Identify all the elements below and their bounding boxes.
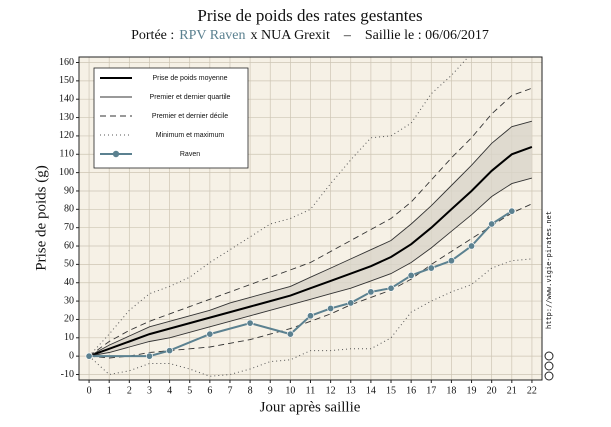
subtitle-prefix: Portée : (131, 28, 174, 43)
x-tick-label: 9 (268, 385, 273, 396)
y-tick-label: 140 (59, 94, 74, 105)
plot-lines (85, 57, 533, 377)
legend-marker (112, 150, 120, 158)
x-tick-label: 7 (227, 385, 232, 396)
data-point (427, 264, 435, 272)
series-lower (88, 258, 532, 377)
legend-box (93, 67, 249, 169)
x-tick-label: 5 (187, 385, 192, 396)
x-tick-label: 19 (467, 385, 477, 396)
x-tick-label: 0 (87, 385, 92, 396)
x-axis-label: Jour après saillie (260, 399, 361, 415)
subtitle-litter: RPV Raven (179, 28, 245, 43)
x-tick-label: 14 (366, 385, 376, 396)
y-tick-label: 20 (64, 314, 74, 325)
y-tick-label: 0 (69, 350, 74, 361)
x-tick-label: 11 (306, 385, 316, 396)
series-upper (88, 120, 533, 357)
series-upper (88, 57, 469, 357)
data-point (85, 352, 93, 360)
data-point (327, 304, 335, 312)
legend-label: Prise de poids moyenne (152, 75, 227, 82)
y-tick-label: 120 (59, 130, 74, 141)
x-tick-label: 6 (207, 385, 212, 396)
legend-label: Premier et dernier quartile (150, 94, 231, 101)
subtitle-separator: – (343, 28, 352, 43)
side-note: http://www.vigie-pirates.net (545, 211, 553, 329)
plot-frame (78, 56, 543, 381)
x-tick-label: 8 (248, 385, 253, 396)
y-tick-label: 30 (64, 295, 74, 306)
x-tick-label: 2 (127, 385, 132, 396)
x-tick-label: 22 (527, 385, 537, 396)
y-tick-label: 70 (64, 222, 74, 233)
y-tick-label: 150 (59, 75, 74, 86)
y-tick-label: 130 (59, 112, 74, 123)
legend-label: Premier et dernier décile (152, 113, 228, 120)
data-point (468, 242, 476, 250)
chart-title: Prise de poids des rates gestantes (197, 6, 422, 25)
data-point (488, 220, 496, 228)
data-point (387, 284, 395, 292)
data-point (407, 271, 415, 279)
y-tick-label: 40 (64, 277, 74, 288)
data-point (347, 299, 355, 307)
x-tick-label: 10 (285, 385, 295, 396)
x-tick-label: 21 (507, 385, 517, 396)
data-point (286, 330, 294, 338)
x-tick-label: 1 (107, 385, 112, 396)
y-tick-label: 110 (59, 149, 74, 160)
y-tick-label: 50 (64, 259, 74, 270)
x-tick-label: 15 (386, 385, 396, 396)
y-tick-label: 100 (59, 167, 74, 178)
x-tick-label: 4 (167, 385, 172, 396)
data-point (166, 347, 174, 355)
series-lower (89, 203, 533, 359)
license-icons (544, 351, 554, 381)
chart-subtitle: Portée : RPV Raven x NUA Grexit – Saillie le… (131, 28, 489, 43)
data-point (206, 330, 214, 338)
data-point (145, 352, 153, 360)
y-tick-label: -10 (61, 369, 74, 380)
x-tick-label: 13 (346, 385, 356, 396)
subtitle-cross: x NUA Grexit (251, 28, 330, 43)
x-tick-label: 17 (426, 385, 436, 396)
data-point (306, 312, 314, 320)
y-tick-label: 80 (64, 204, 74, 215)
y-tick-label: 60 (64, 240, 74, 251)
x-tick-label: 3 (147, 385, 152, 396)
y-axis-label: Prise de poids (g) (33, 165, 49, 270)
x-tick-label: 20 (487, 385, 497, 396)
y-tick-label: 10 (64, 332, 74, 343)
series-line (88, 145, 533, 358)
y-tick-label: 160 (59, 57, 74, 68)
x-tick-label: 16 (406, 385, 416, 396)
legend-label: Raven (180, 151, 200, 158)
series-upper (88, 87, 533, 357)
subtitle-mating: Saillie le : 06/06/2017 (365, 28, 489, 43)
data-point (246, 319, 254, 327)
legend-label: Minimum et maximum (156, 132, 225, 139)
data-point (367, 288, 375, 296)
x-tick-label: 12 (326, 385, 336, 396)
series-lower (89, 177, 533, 357)
y-tick-label: 90 (64, 185, 74, 196)
x-tick-label: 18 (446, 385, 456, 396)
data-point (447, 257, 455, 265)
data-point (508, 207, 516, 215)
